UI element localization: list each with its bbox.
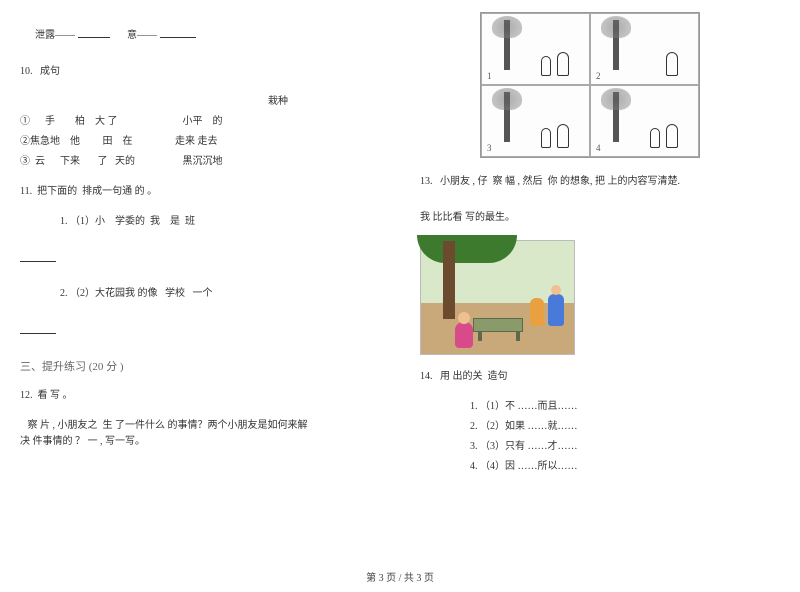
tree-leaves-icon (417, 235, 517, 263)
q10-row1: ① 手 柏 大 了 小平 的 (20, 114, 380, 130)
person-icon (666, 52, 678, 76)
blank-2[interactable] (160, 28, 196, 38)
person-icon (557, 124, 569, 148)
q12-title: 12. 看 写 。 (20, 388, 380, 404)
comic-panel-2: 2 (590, 13, 699, 85)
q11-item2: 2. （2）大花园我 的像 学校 一个 (20, 286, 380, 302)
tree-trunk-icon (443, 241, 455, 319)
q11-item1: 1. （1）小 学委的 我 是 班 (20, 214, 380, 230)
comic-panel-4: 4 (590, 85, 699, 157)
person-icon (541, 128, 551, 148)
panel-number: 1 (487, 71, 492, 81)
comic-grid: 1 2 3 4 (480, 12, 700, 158)
blank-1[interactable] (78, 28, 110, 38)
panel-number: 4 (596, 143, 601, 153)
fill-blank-row: 泄露—— 意—— (20, 12, 380, 60)
q12-body: 察 片 , 小朋友之 生 了一件什么 的事情？两个小朋友是如何来解 决 件事情的… (20, 418, 380, 450)
bench-icon (473, 318, 523, 332)
tree-icon (613, 92, 619, 142)
q14-title: 14. 用 出的关 造句 (420, 369, 780, 385)
answer-blank-2[interactable] (20, 324, 56, 334)
person-icon (666, 124, 678, 148)
panel-number: 3 (487, 143, 492, 153)
person-icon (650, 128, 660, 148)
adult-icon (548, 294, 564, 326)
panel-number: 2 (596, 71, 601, 81)
word-zaizhong: 栽种 (20, 94, 380, 110)
q10-row2: ②焦急地 他 田 在 走来 走去 (20, 134, 380, 150)
child-icon (455, 322, 473, 348)
worksheet-page: 泄露—— 意—— 10. 成句 栽种 ① 手 柏 大 了 小平 的 ②焦急地 他… (0, 0, 800, 479)
left-column: 泄露—— 意—— 10. 成句 栽种 ① 手 柏 大 了 小平 的 ②焦急地 他… (0, 12, 400, 479)
q13-subtitle: 我 比比看 写的最生。 (420, 210, 780, 226)
q10-row3: ③ 云 下来 了 天的 黑沉沉地 (20, 154, 380, 170)
color-illustration (420, 240, 575, 355)
person-icon (557, 52, 569, 76)
q11-title: 11. 把下面的 排成一句通 的 。 (20, 184, 380, 200)
word-yi: 意—— (127, 30, 157, 41)
q14-opt3: 3. （3）只有 ……才…… (470, 439, 780, 455)
person-icon (541, 56, 551, 76)
answer-blank-1[interactable] (20, 252, 56, 262)
section-3-title: 三、提升练习 (20 分 ) (20, 358, 380, 374)
tree-icon (504, 20, 510, 70)
q13-title: 13. 小朋友 , 仔 察 幅 , 然后 你 的想象, 把 上的内容写清楚. (420, 174, 780, 190)
tree-icon (504, 92, 510, 142)
tree-icon (613, 20, 619, 70)
q10-title: 10. 成句 (20, 64, 380, 80)
comic-panel-3: 3 (481, 85, 590, 157)
page-footer: 第 3 页 / 共 3 页 (0, 569, 800, 584)
right-column: 1 2 3 4 (400, 12, 800, 479)
comic-panel-1: 1 (481, 13, 590, 85)
q14-options: 1. （1）不 ……而且…… 2. （2）如果 ……就…… 3. （3）只有 …… (420, 399, 780, 475)
child-icon (530, 298, 544, 326)
q14-opt2: 2. （2）如果 ……就…… (470, 419, 780, 435)
q14-opt1: 1. （1）不 ……而且…… (470, 399, 780, 415)
q14-opt4: 4. （4）因 ……所以…… (470, 459, 780, 475)
word-xielou: 泄露—— (35, 30, 75, 41)
